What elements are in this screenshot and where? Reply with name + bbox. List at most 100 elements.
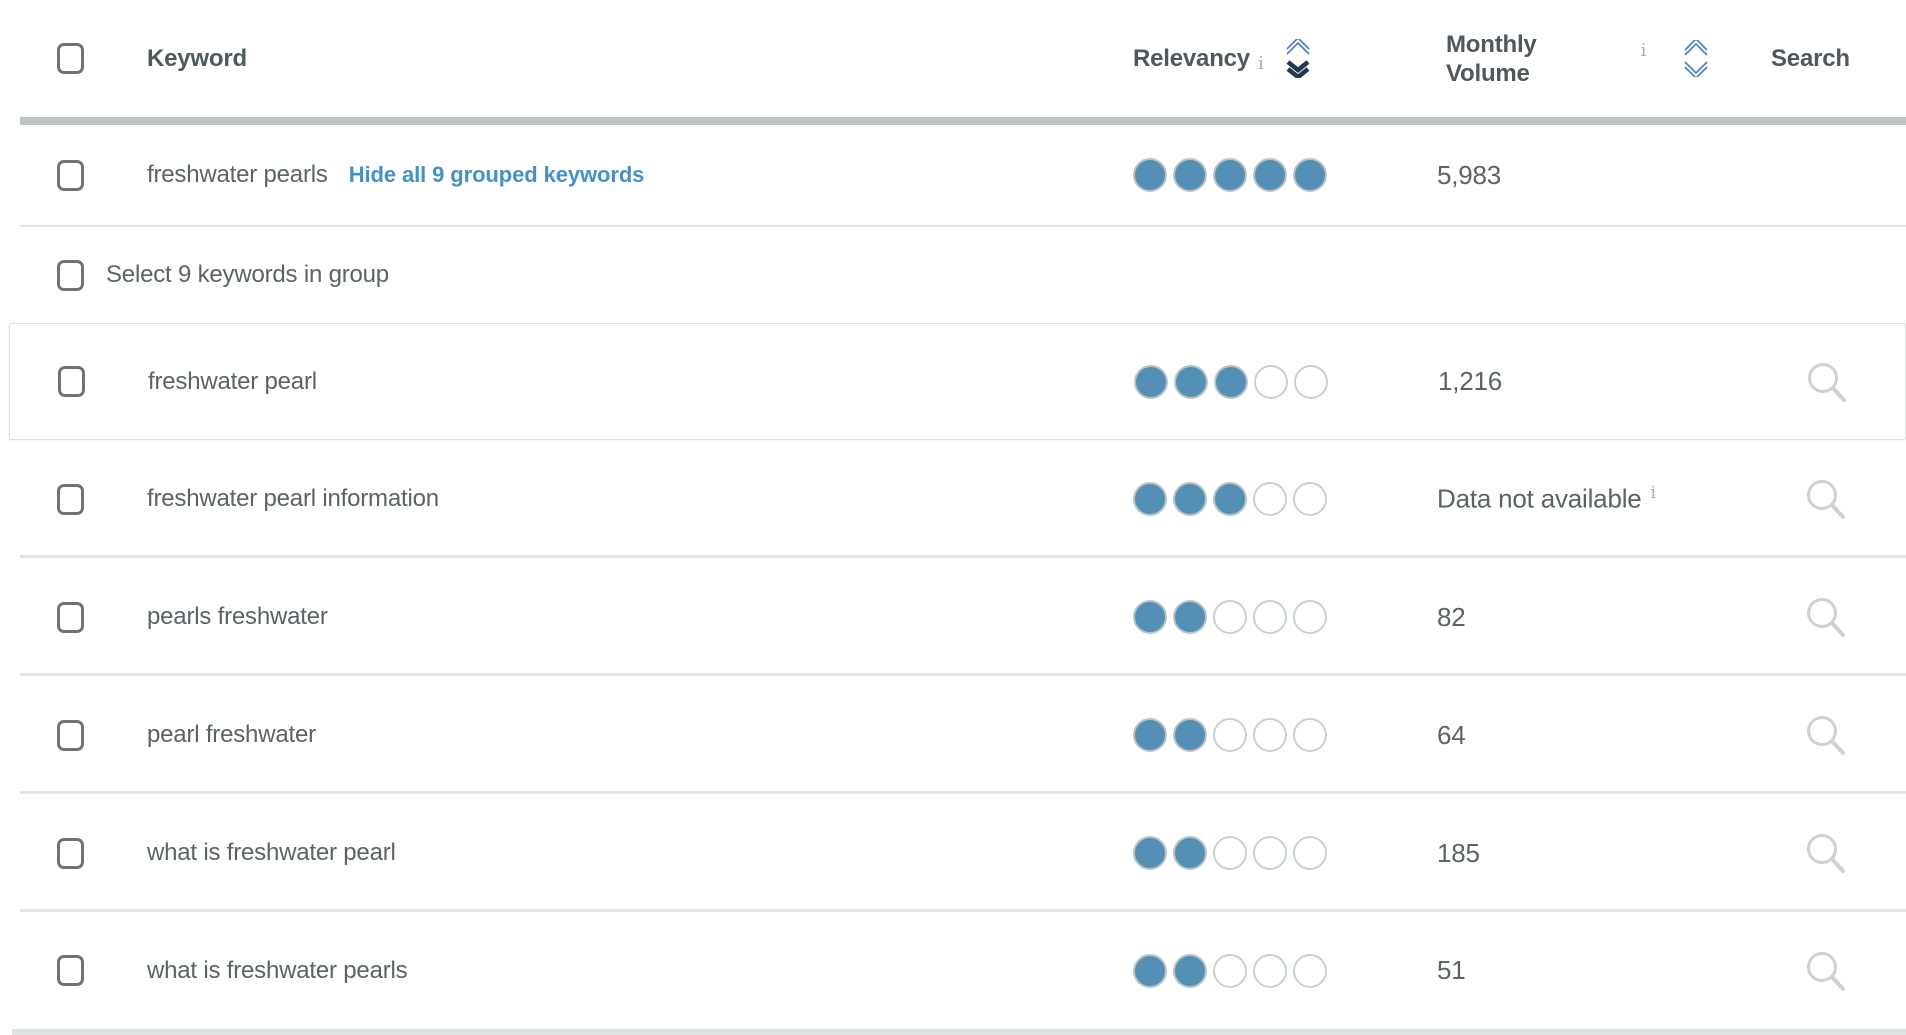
relevancy-dot-filled bbox=[1173, 600, 1207, 634]
select-group-label: Select 9 keywords in group bbox=[106, 261, 389, 288]
relevancy-dot-empty bbox=[1254, 364, 1288, 399]
keyword-text: what is freshwater pearl bbox=[147, 839, 396, 866]
relevancy-dots bbox=[1134, 364, 1436, 399]
volume-cell: 51 bbox=[1435, 955, 1771, 986]
relevancy-dots bbox=[1133, 953, 1435, 988]
keyword-text: pearls freshwater bbox=[147, 603, 328, 630]
select-group-checkbox[interactable] bbox=[57, 259, 84, 291]
keyword-cell: freshwater pearl information bbox=[147, 485, 1133, 513]
monthly-volume-value: Data not available bbox=[1437, 483, 1642, 514]
relevancy-dot-filled bbox=[1133, 482, 1167, 516]
relevancy-dot-filled bbox=[1133, 718, 1167, 752]
relevancy-header-label: Relevancy bbox=[1133, 44, 1250, 72]
relevancy-dot-filled bbox=[1213, 158, 1247, 192]
keyword-cell: pearls freshwater bbox=[147, 603, 1133, 631]
relevancy-dots bbox=[1133, 600, 1435, 634]
relevancy-dot-filled bbox=[1133, 158, 1167, 192]
relevancy-dot-filled bbox=[1173, 953, 1207, 988]
group-row-checkbox[interactable] bbox=[57, 159, 84, 191]
relevancy-dot-filled bbox=[1133, 600, 1167, 634]
row-checkbox[interactable] bbox=[57, 719, 84, 751]
volume-cell: 64 bbox=[1435, 720, 1771, 751]
keyword-cell: what is freshwater pearl bbox=[147, 839, 1133, 867]
relevancy-dot-empty bbox=[1253, 836, 1287, 870]
search-keyword-button[interactable] bbox=[1803, 712, 1849, 758]
select-all-checkbox[interactable] bbox=[57, 43, 84, 74]
relevancy-dot-filled bbox=[1133, 953, 1167, 988]
row-checkbox[interactable] bbox=[57, 483, 84, 515]
keyword-text: freshwater pearls bbox=[147, 161, 328, 188]
relevancy-dot-filled bbox=[1173, 158, 1207, 192]
row-checkbox[interactable] bbox=[57, 601, 84, 633]
monthly-volume-value: 51 bbox=[1437, 955, 1466, 985]
search-keyword-button[interactable] bbox=[1804, 359, 1850, 405]
hide-grouped-keywords-link[interactable]: Hide all 9 grouped keywords bbox=[348, 162, 645, 187]
relevancy-dot-filled bbox=[1253, 158, 1287, 192]
search-keyword-button[interactable] bbox=[1803, 594, 1849, 640]
relevancy-sort-control[interactable] bbox=[1284, 39, 1312, 78]
table-row: what is freshwater pearl 185 bbox=[0, 794, 1906, 912]
search-icon bbox=[1808, 362, 1846, 402]
volume-column-header: Monthly Volume i bbox=[1435, 30, 1771, 88]
volume-sort-control[interactable] bbox=[1682, 40, 1710, 77]
relevancy-column-header: Relevancy i bbox=[1133, 39, 1435, 78]
relevancy-dot-empty bbox=[1213, 836, 1247, 870]
relevancy-dot-empty bbox=[1293, 718, 1327, 752]
search-keyword-button[interactable] bbox=[1803, 830, 1849, 876]
relevancy-dot-filled bbox=[1293, 158, 1327, 192]
table-row: freshwater pearl 1,216 bbox=[9, 323, 1906, 440]
search-icon bbox=[1807, 716, 1845, 755]
relevancy-dot-empty bbox=[1213, 718, 1247, 752]
relevancy-dots bbox=[1133, 158, 1435, 192]
row-checkbox[interactable] bbox=[57, 955, 84, 986]
relevancy-dots bbox=[1133, 482, 1435, 516]
chevron-down-outline-icon bbox=[1684, 61, 1708, 77]
relevancy-dot-empty bbox=[1293, 836, 1327, 870]
relevancy-info-icon[interactable]: i bbox=[1257, 53, 1264, 74]
header-checkbox-cell bbox=[0, 43, 147, 74]
search-icon bbox=[1807, 598, 1845, 637]
relevancy-dot-empty bbox=[1293, 953, 1327, 988]
table-row: pearls freshwater 82 bbox=[0, 558, 1906, 676]
search-icon bbox=[1807, 951, 1845, 991]
relevancy-dot-filled bbox=[1173, 836, 1207, 870]
relevancy-dot-filled bbox=[1134, 364, 1168, 399]
keyword-text: pearl freshwater bbox=[147, 721, 316, 748]
group-parent-row: freshwater pearls Hide all 9 grouped key… bbox=[0, 125, 1906, 225]
monthly-volume-header-label: Monthly Volume bbox=[1446, 30, 1537, 87]
volume-cell: Data not available i bbox=[1435, 483, 1771, 515]
keyword-text: what is freshwater pearls bbox=[147, 956, 408, 984]
volume-info-icon[interactable]: i bbox=[1640, 39, 1647, 61]
volume-cell: 185 bbox=[1435, 838, 1771, 869]
relevancy-dot-filled bbox=[1213, 482, 1247, 516]
monthly-volume-value: 185 bbox=[1437, 837, 1480, 868]
relevancy-dots bbox=[1133, 836, 1435, 870]
table-bottom-divider bbox=[12, 1029, 1906, 1035]
relevancy-dot-empty bbox=[1293, 600, 1327, 634]
row-checkbox[interactable] bbox=[58, 366, 85, 397]
search-column-header: Search bbox=[1771, 45, 1906, 73]
row-divider bbox=[20, 225, 1906, 227]
search-icon bbox=[1807, 480, 1845, 519]
search-keyword-button[interactable] bbox=[1803, 948, 1849, 994]
row-checkbox[interactable] bbox=[57, 837, 84, 869]
monthly-volume-value: 5,983 bbox=[1437, 159, 1502, 190]
relevancy-dot-empty bbox=[1253, 953, 1287, 988]
chevron-up-outline-icon bbox=[1285, 39, 1310, 55]
relevancy-dots bbox=[1133, 718, 1435, 752]
volume-not-available-info-icon[interactable]: i bbox=[1650, 483, 1656, 504]
chevron-down-filled-icon bbox=[1286, 60, 1309, 78]
select-group-row: Select 9 keywords in group bbox=[0, 227, 1906, 323]
volume-cell: 1,216 bbox=[1436, 366, 1772, 397]
relevancy-dot-empty bbox=[1253, 482, 1287, 516]
keyword-cell: what is freshwater pearls bbox=[147, 957, 1133, 985]
relevancy-dot-empty bbox=[1213, 600, 1247, 634]
keyword-text: freshwater pearl information bbox=[147, 485, 439, 512]
chevron-up-outline-icon bbox=[1684, 40, 1708, 56]
search-keyword-button[interactable] bbox=[1803, 476, 1849, 522]
keyword-header-label: Keyword bbox=[147, 44, 247, 72]
relevancy-dot-empty bbox=[1253, 600, 1287, 634]
keyword-column-header: Keyword bbox=[147, 45, 1133, 73]
relevancy-dot-empty bbox=[1293, 482, 1327, 516]
